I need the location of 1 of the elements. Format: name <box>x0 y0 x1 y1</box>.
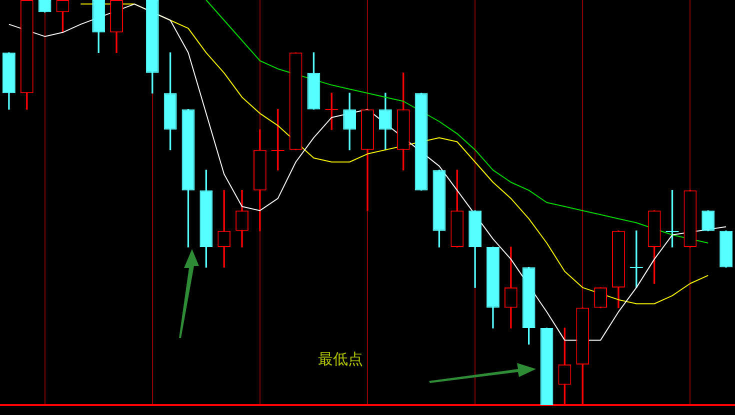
annotation: 最低点 <box>318 350 363 369</box>
